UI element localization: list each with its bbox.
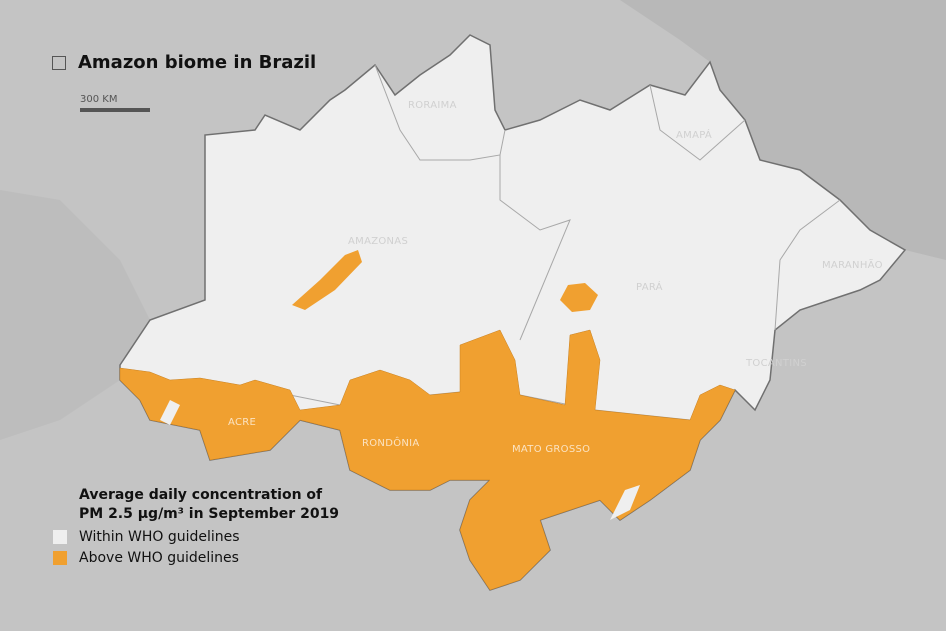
ocean [620,0,946,260]
neighbouring-land-shading [0,190,150,440]
map-title: Amazon biome in Brazil [52,52,316,73]
legend: Average daily concentration of PM 2.5 µg… [53,486,339,566]
legend-item-above: Above WHO guidelines [53,550,339,566]
state-label-maranhao: MARANHÃO [822,258,883,271]
legend-swatch-above [53,551,67,565]
state-label-amapa: AMAPÁ [676,128,712,141]
legend-title-line1: Average daily concentration of [79,487,323,503]
state-label-roraima: RORAIMA [408,100,457,111]
scale-label: 300 KM [80,94,118,105]
state-label-acre: ACRE [228,417,256,428]
legend-item-within: Within WHO guidelines [53,529,339,545]
biome-outline-swatch [52,55,66,70]
biome-above-guidelines-south [119,329,736,591]
legend-label-above: Above WHO guidelines [79,550,239,566]
map-title-text: Amazon biome in Brazil [78,52,317,73]
legend-swatch-within [53,530,67,544]
scale-bar: 300 KM [80,94,150,112]
scale-bar-line [80,108,150,112]
state-label-tocantins: TOCANTINS [745,358,807,369]
biome-above-guidelines-amazonas [292,250,362,310]
biome-above-guidelines-para [560,283,598,312]
legend-title-line2: PM 2.5 µg/m³ in September 2019 [79,506,340,522]
state-label-rondonia: RONDÔNIA [362,436,420,449]
legend-label-within: Within WHO guidelines [79,529,240,545]
state-label-mato-grosso: MATO GROSSO [512,444,590,455]
state-label-amazonas: AMAZONAS [348,236,408,247]
state-label-para: PARÁ [636,280,663,293]
